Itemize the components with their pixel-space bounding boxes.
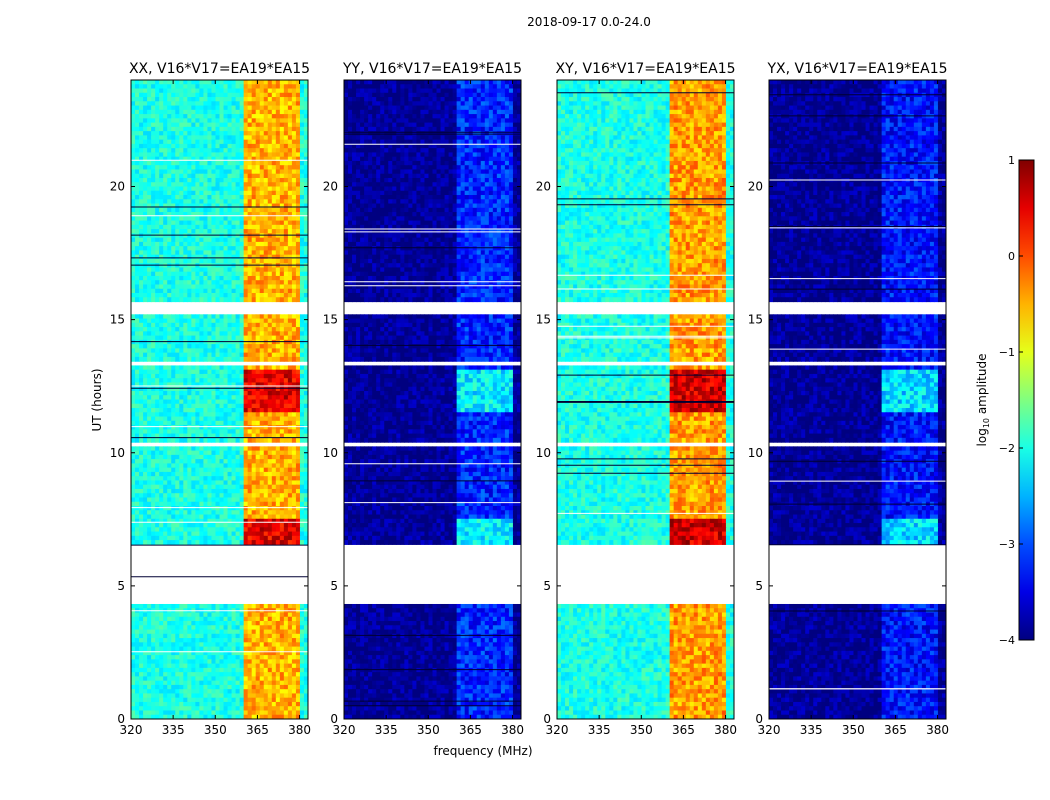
- colorbar-label: log10 amplitude: [975, 354, 991, 447]
- y-tick-label: 10: [748, 446, 763, 460]
- y-tick-label: 10: [110, 446, 125, 460]
- y-tick-label: 0: [330, 712, 338, 726]
- x-tick-label: 320: [120, 723, 143, 737]
- colorbar-tick-label: −3: [999, 538, 1015, 551]
- x-tick-label: 380: [926, 723, 949, 737]
- x-axis-label: frequency (MHz): [433, 744, 532, 758]
- heatmap-image: [131, 80, 308, 719]
- x-tick-label: 350: [204, 723, 227, 737]
- y-tick-label: 0: [755, 712, 763, 726]
- panel-2: YY, V16*V17=EA19*EA15 320 335 350 365 380 0 5 10…: [323, 61, 524, 737]
- y-tick-label: 15: [110, 313, 125, 327]
- x-tick-label: 320: [546, 723, 569, 737]
- y-tick-label: 15: [748, 313, 763, 327]
- x-tick-label: 365: [884, 723, 907, 737]
- colorbar-tick-label: 0: [1008, 250, 1015, 263]
- colorbar-tick-label: −4: [999, 634, 1015, 647]
- colorbar-tick-label: −2: [999, 442, 1015, 455]
- y-tick-label: 20: [323, 180, 338, 194]
- heatmap-image: [344, 80, 521, 719]
- colorbar-tick-label: 1: [1008, 154, 1015, 167]
- y-tick-label: 5: [330, 579, 338, 593]
- colorbar-label-tail: amplitude: [975, 354, 989, 418]
- x-tick-label: 350: [417, 723, 440, 737]
- panel-frame: [768, 79, 947, 720]
- panel-title: YX, V16*V17=EA19*EA15: [766, 61, 947, 77]
- x-tick-label: 320: [758, 723, 781, 737]
- figure-suptitle: 2018-09-17 0.0-24.0: [527, 15, 651, 29]
- y-tick-label: 0: [117, 712, 125, 726]
- y-tick-label: 15: [536, 313, 551, 327]
- panel-title: XY, V16*V17=EA19*EA15: [555, 61, 735, 77]
- y-tick-label: 5: [543, 579, 551, 593]
- y-axis-label: UT (hours): [90, 368, 104, 431]
- y-tick-label: 20: [536, 180, 551, 194]
- x-tick-label: 365: [459, 723, 482, 737]
- colorbar-label-sub: 10: [982, 418, 991, 428]
- x-tick-label: 350: [842, 723, 865, 737]
- x-tick-label: 335: [800, 723, 823, 737]
- x-tick-label: 365: [672, 723, 695, 737]
- x-tick-label: 335: [588, 723, 611, 737]
- x-tick-label: 380: [501, 723, 524, 737]
- panel-frame: [130, 79, 309, 720]
- colorbar-label-main: log: [975, 428, 989, 446]
- panel-4: YX, V16*V17=EA19*EA15 320 335 350 365 380 0 5 10…: [748, 61, 949, 737]
- panel-frame: [343, 79, 522, 720]
- y-tick-label: 15: [323, 313, 338, 327]
- heatmap-image: [557, 80, 734, 719]
- panel-title: YY, V16*V17=EA19*EA15: [342, 61, 522, 77]
- x-tick-label: 380: [288, 723, 311, 737]
- panel-title: XX, V16*V17=EA19*EA15: [129, 61, 310, 77]
- panel-3: XY, V16*V17=EA19*EA15 320 335 350 365 380 0 5 10…: [536, 61, 737, 737]
- y-tick-label: 10: [323, 446, 338, 460]
- colorbar-tick-label: −1: [999, 346, 1015, 359]
- y-tick-label: 20: [110, 180, 125, 194]
- y-tick-label: 5: [755, 579, 763, 593]
- x-tick-label: 335: [375, 723, 398, 737]
- x-tick-label: 350: [630, 723, 653, 737]
- y-tick-label: 0: [543, 712, 551, 726]
- x-tick-label: 380: [714, 723, 737, 737]
- x-tick-label: 320: [333, 723, 356, 737]
- y-tick-label: 5: [117, 579, 125, 593]
- y-tick-label: 10: [536, 446, 551, 460]
- y-tick-label: 20: [748, 180, 763, 194]
- panel-1: XX, V16*V17=EA19*EA15 320 335 350 365 380 0 5 10…: [110, 61, 311, 737]
- x-tick-label: 365: [246, 723, 269, 737]
- heatmap-image: [769, 80, 946, 719]
- colorbar: [1018, 159, 1035, 641]
- x-tick-label: 335: [162, 723, 185, 737]
- panel-frame: [556, 79, 735, 720]
